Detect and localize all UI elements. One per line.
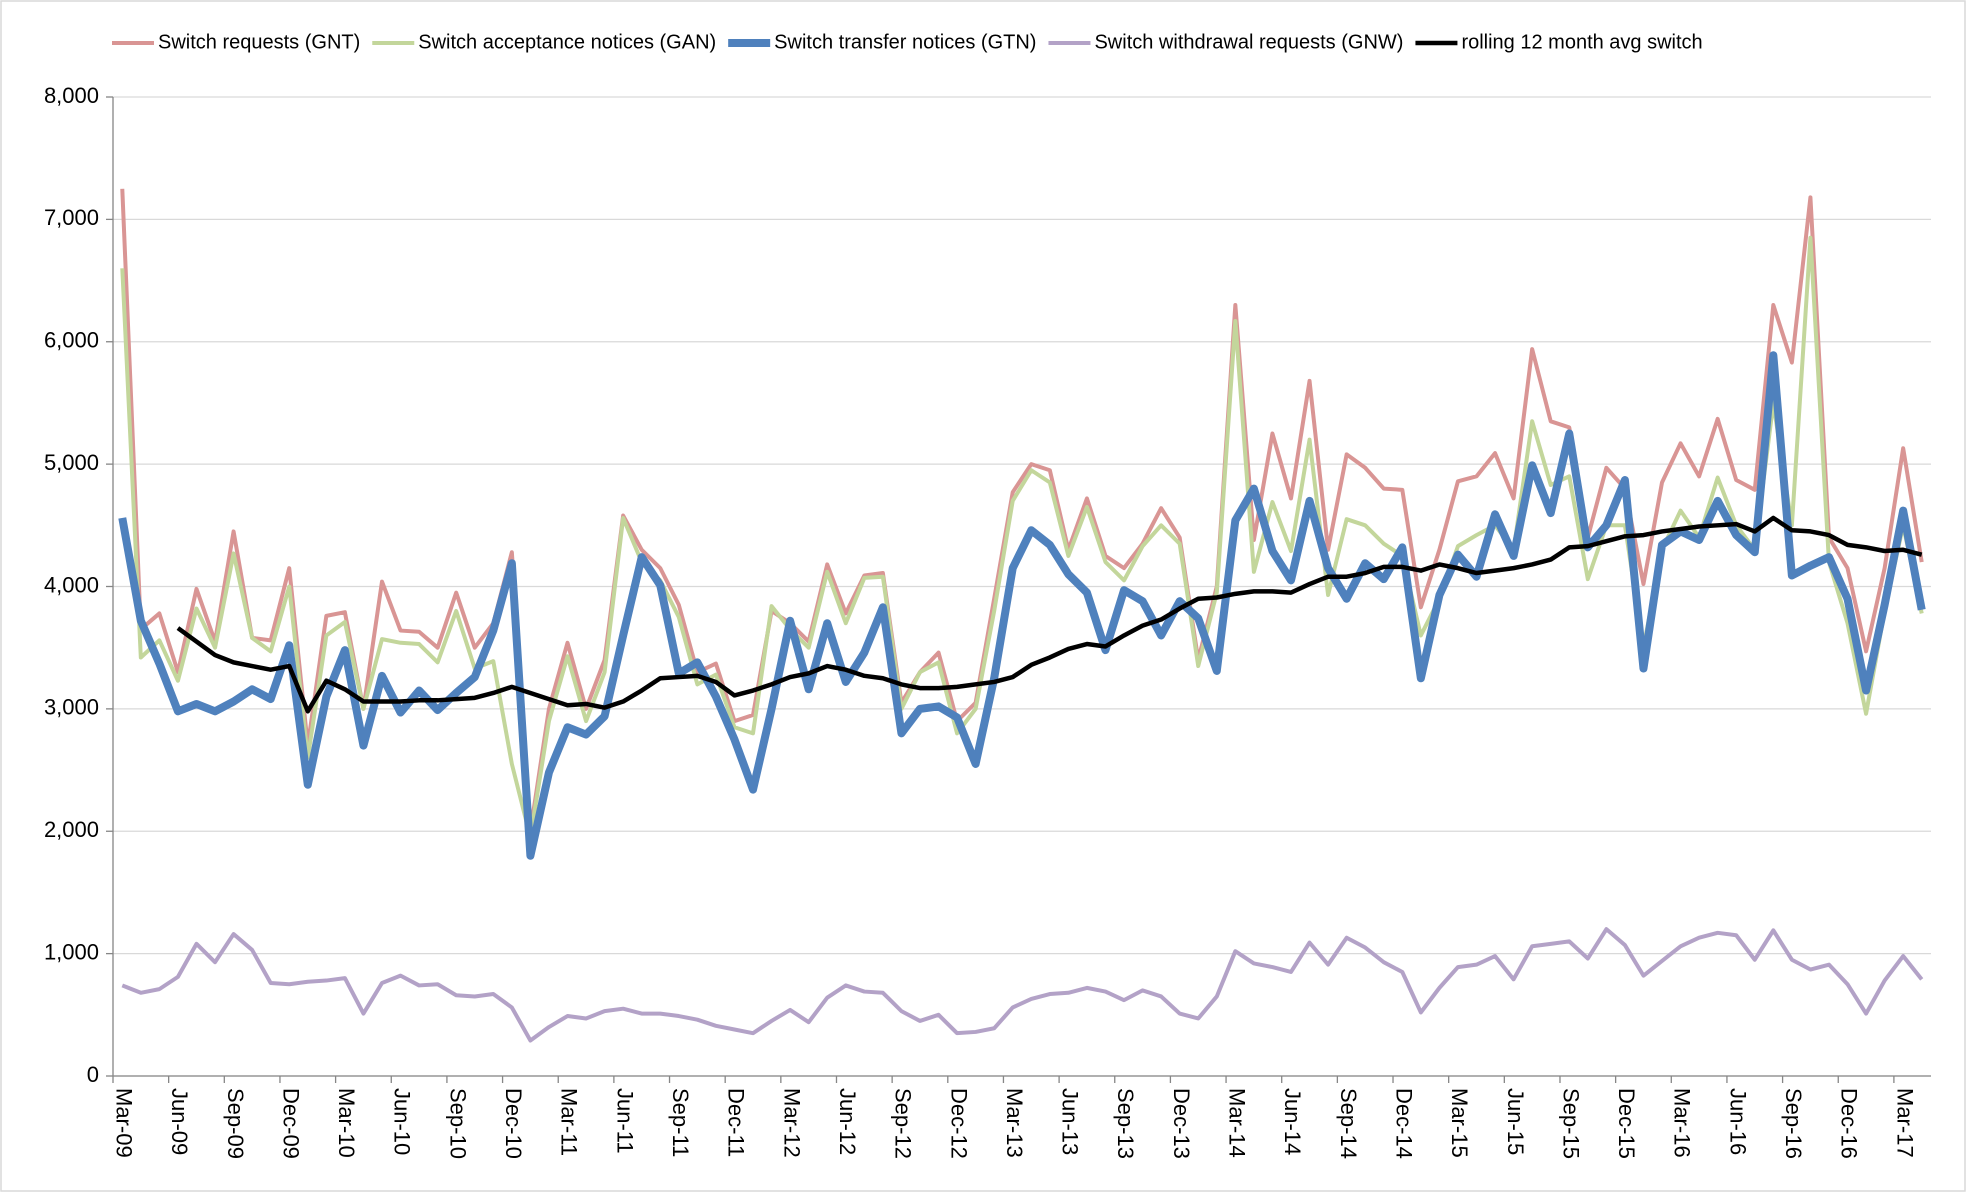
x-tick-label: Mar-10 <box>334 1088 359 1158</box>
legend-label: Switch acceptance notices (GAN) <box>418 31 716 53</box>
y-tick-label: 7,000 <box>44 205 99 230</box>
x-tick-label: Mar-15 <box>1447 1088 1472 1158</box>
x-tick-label: Sep-13 <box>1113 1088 1138 1159</box>
x-tick-label: Mar-11 <box>557 1088 582 1156</box>
legend-label: rolling 12 month avg switch <box>1461 31 1702 53</box>
x-tick-label: Mar-16 <box>1670 1088 1695 1158</box>
series-line <box>121 927 1924 1043</box>
y-tick-label: 8,000 <box>44 83 99 108</box>
y-tick-label: 4,000 <box>44 572 99 597</box>
x-tick-label: Jun-16 <box>1725 1088 1750 1155</box>
y-tick-label: 1,000 <box>44 939 99 964</box>
x-tick-label: Sep-09 <box>223 1088 248 1159</box>
x-tick-label: Dec-12 <box>946 1088 971 1159</box>
x-tick-label: Jun-09 <box>167 1088 192 1155</box>
legend-label: Switch transfer notices (GTN) <box>774 31 1036 53</box>
x-tick-label: Dec-14 <box>1391 1088 1416 1159</box>
x-tick-label: Jun-11 <box>612 1088 637 1154</box>
x-tick-label: Sep-14 <box>1336 1088 1361 1159</box>
y-tick-label: 2,000 <box>44 817 99 842</box>
x-tick-label: Jun-12 <box>835 1088 860 1155</box>
x-tick-label: Sep-15 <box>1558 1088 1583 1159</box>
x-tick-label: Sep-16 <box>1781 1088 1806 1159</box>
y-tick-label: 3,000 <box>44 695 99 720</box>
x-tick-label: Dec-16 <box>1837 1088 1862 1159</box>
x-tick-label: Mar-17 <box>1892 1088 1917 1158</box>
x-tick-label: Mar-12 <box>779 1088 804 1158</box>
x-tick-label: Sep-10 <box>445 1088 470 1159</box>
x-tick-label: Dec-13 <box>1169 1088 1194 1159</box>
y-tick-label: 0 <box>87 1062 99 1087</box>
legend-label: Switch withdrawal requests (GNW) <box>1094 31 1403 53</box>
series-line <box>120 235 1924 840</box>
x-tick-label: Mar-13 <box>1002 1088 1027 1158</box>
x-tick-label: Mar-09 <box>111 1088 136 1158</box>
x-tick-label: Dec-10 <box>501 1088 526 1159</box>
x-tick-label: Jun-14 <box>1280 1088 1305 1155</box>
series-line <box>176 515 1923 714</box>
y-tick-label: 6,000 <box>44 328 99 353</box>
x-tick-label: Dec-11 <box>724 1088 749 1157</box>
legend-label: Switch requests (GNT) <box>158 31 360 53</box>
x-tick-label: Jun-13 <box>1058 1088 1083 1155</box>
x-tick-label: Jun-10 <box>390 1088 415 1155</box>
x-tick-label: Dec-15 <box>1614 1088 1639 1159</box>
x-tick-label: Sep-12 <box>891 1088 916 1159</box>
series-line <box>118 351 1926 860</box>
x-tick-label: Mar-14 <box>1225 1088 1250 1158</box>
x-tick-label: Dec-09 <box>278 1088 303 1159</box>
legend: Switch requests (GNT) Switch acceptance n… <box>112 31 1703 53</box>
y-tick-label: 5,000 <box>44 450 99 475</box>
x-tick-label: Sep-11 <box>668 1088 693 1157</box>
x-tick-label: Jun-15 <box>1503 1088 1528 1155</box>
